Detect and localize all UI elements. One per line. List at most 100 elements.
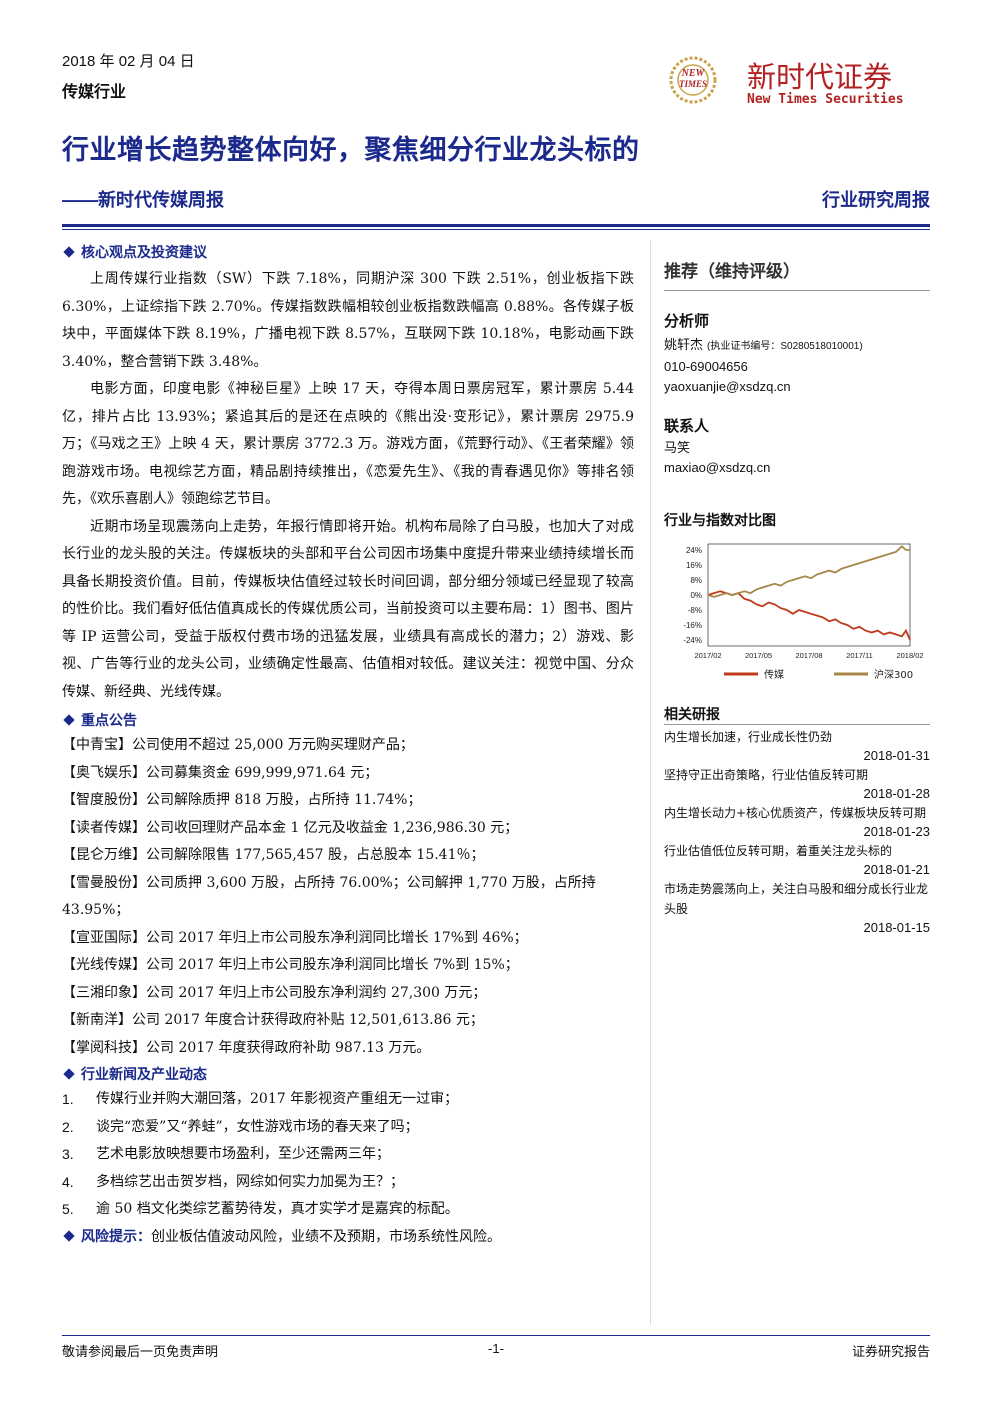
analyst-cert: (执业证书编号：S0280518010001) <box>707 341 863 352</box>
news-item: 3. 艺术电影放映想要市场盈利，至少还需两三年； <box>62 1141 634 1169</box>
research-label: 相关研报 <box>664 706 720 722</box>
x-tick-label: 2017/11 <box>846 651 873 660</box>
svg-text:NEW: NEW <box>681 68 706 79</box>
plot-frame <box>707 543 911 647</box>
series-line-传媒 <box>707 590 911 641</box>
research-list: 内生增长加速，行业成长性仍劲 2018-01-31 坚持守正出奇策略，行业估值反… <box>664 727 930 937</box>
research-date: 2018-01-21 <box>863 862 931 877</box>
news-text: 艺术电影放映想要市场盈利，至少还需两三年； <box>96 1146 390 1162</box>
contact-email[interactable]: maxiao@xsdzq.cn <box>664 460 771 475</box>
news-number: 3. <box>62 1146 74 1162</box>
rating-label: 推荐（维持评级） <box>664 262 800 282</box>
y-tick-label: 24% <box>686 546 702 555</box>
news-number: 4. <box>62 1173 74 1190</box>
news-text: 谈完“恋爱”又“养蛙”，女性游戏市场的春天来了吗； <box>96 1118 419 1135</box>
chart-title: 行业与指数对比图 <box>664 512 776 528</box>
risk-label: 风险提示： <box>81 1228 151 1245</box>
news-item: 4. 多档综艺出击贺岁档，网综如何实力加冕为王？； <box>62 1169 634 1197</box>
y-tick-label: -16% <box>683 621 702 630</box>
announcements-heading: 重点公告 <box>62 710 634 730</box>
research-item[interactable]: 内生增长加速，行业成长性仍劲 2018-01-31 <box>664 727 930 765</box>
report-title: 行业增长趋势整体向好，聚焦细分行业龙头标的 <box>62 135 640 165</box>
chart-y-ticks: 24% 16% 8% 0% -8% -16% -24% <box>683 546 702 645</box>
announcement-item: 【宣亚国际】公司 2017 年归上市公司股东净利润同比增长 17%到 46%； <box>62 929 528 946</box>
research-item[interactable]: 坚持守正出奇策略，行业估值反转可期 2018-01-28 <box>664 765 930 803</box>
y-tick-label: -8% <box>688 606 702 615</box>
research-title: 内生增长加速，行业成长性仍劲 <box>664 730 833 744</box>
header-divider <box>62 224 930 227</box>
y-tick-label: -24% <box>683 636 702 645</box>
news-number: 2. <box>62 1118 74 1135</box>
analyst-block: 分析师 姚轩杰 (执业证书编号：S0280518010001) 010-69004… <box>664 310 934 478</box>
core-paragraph-1: 上周传媒行业指数（SW）下跌 7.18%，同期沪深 300 下跌 2.51%，创… <box>62 271 634 370</box>
legend-label: 沪深300 <box>874 668 913 681</box>
chart-grid <box>707 543 911 647</box>
announcement-item: 【读者传媒】公司收回理财产品本金 1 亿元及收益金 1,236,986.30 元… <box>62 819 519 836</box>
news-number: 5. <box>62 1201 74 1217</box>
column-divider <box>650 240 651 1325</box>
contact-name: 马笑 <box>664 440 691 455</box>
sector-label: 传媒行业 <box>62 84 127 101</box>
page-number: -1- <box>488 1341 504 1356</box>
news-text: 逾 50 档文化类综艺蓄势待发，真才实学才是嘉宾的标配。 <box>96 1201 459 1217</box>
legend-label: 传媒 <box>764 669 784 681</box>
announcement-item: 【中青宝】公司使用不超过 25,000 万元购买理财产品； <box>62 737 414 753</box>
news-text: 传媒行业并购大潮回落，2017 年影视资产重组无一过审； <box>96 1091 459 1107</box>
main-column: 核心观点及投资建议 上周传媒行业指数（SW）下跌 7.18%，同期沪深 300 … <box>62 242 634 1251</box>
announcement-item: 【光线传媒】公司 2017 年归上市公司股东净利润同比增长 7%到 15%； <box>62 957 519 973</box>
contact-label: 联系人 <box>664 418 710 435</box>
analyst-label: 分析师 <box>664 313 710 330</box>
research-title: 行业估值低位反转可期，着重关注龙头标的 <box>664 844 893 858</box>
x-tick-label: 2017/08 <box>795 651 822 660</box>
core-paragraph-3: 近期市场呈现震荡向上走势，年报行情即将开始。机构布局除了白马股，也加大了对成长行… <box>62 518 634 700</box>
company-logo: NEW TIMES 新时代证券 New Times Securities <box>667 52 937 112</box>
news-number: 1. <box>62 1091 74 1107</box>
svg-text:TIMES: TIMES <box>679 79 707 89</box>
logo-cn-text: 新时代证券 <box>747 60 893 94</box>
research-date: 2018-01-31 <box>863 748 931 763</box>
announcement-item: 【奥飞娱乐】公司募集资金 699,999,971.64 元； <box>62 764 379 781</box>
y-tick-label: 16% <box>686 561 702 570</box>
core-heading: 核心观点及投资建议 <box>62 242 634 262</box>
chart-legend: 传媒 沪深300 <box>724 668 913 681</box>
footer-disclaimer[interactable]: 敬请参阅最后一页免责声明 <box>62 1344 219 1359</box>
core-heading-text: 核心观点及投资建议 <box>81 245 207 261</box>
risk-warning: 风险提示：创业板估值波动风险，业绩不及预期，市场系统性风险。 <box>62 1224 634 1252</box>
report-date: 2018 年 02 月 04 日 <box>62 53 195 70</box>
research-title: 市场走势震荡向上，关注白马股和细分成长行业龙头股 <box>664 882 929 916</box>
research-date: 2018-01-28 <box>863 786 931 801</box>
analyst-name: 姚轩杰 <box>664 337 704 352</box>
header-divider-thin <box>62 229 930 230</box>
announcement-item: 【昆仑万维】公司解除限售 177,565,457 股，占总股本 15.41％； <box>62 847 485 863</box>
diamond-bullet-icon <box>63 1229 75 1242</box>
announcement-item: 【雪曼股份】公司质押 3,600 万股，占所持 76.00%；公司解押 1,77… <box>62 874 596 919</box>
research-date: 2018-01-15 <box>863 920 931 935</box>
announcements-heading-text: 重点公告 <box>81 713 137 729</box>
x-tick-label: 2018/02 <box>896 651 923 660</box>
research-date: 2018-01-23 <box>863 824 931 839</box>
x-tick-label: 2017/02 <box>694 651 721 660</box>
diamond-bullet-icon <box>63 1068 75 1080</box>
analyst-name-row: 姚轩杰 (执业证书编号：S0280518010001) <box>664 335 934 357</box>
footer-divider <box>62 1335 930 1336</box>
diamond-bullet-icon <box>63 246 75 258</box>
research-title: 坚持守正出奇策略，行业估值反转可期 <box>664 768 869 782</box>
announcement-item: 【掌阅科技】公司 2017 年度获得政府补助 987.13 万元。 <box>62 1039 431 1056</box>
news-heading-text: 行业新闻及产业动态 <box>81 1067 207 1083</box>
core-paragraph-2: 电影方面，印度电影《神秘巨星》上映 17 天，夺得本周日票房冠军，累计票房 5.… <box>62 381 634 507</box>
news-item: 2. 谈完“恋爱”又“养蛙”，女性游戏市场的春天来了吗； <box>62 1114 634 1142</box>
research-item[interactable]: 内生增长动力+核心优质资产，传媒板块反转可期 2018-01-23 <box>664 803 930 841</box>
news-heading: 行业新闻及产业动态 <box>62 1064 634 1084</box>
y-tick-label: 0% <box>690 591 702 600</box>
research-divider <box>664 724 930 725</box>
chart-x-ticks: 2017/02 2017/05 2017/08 2017/11 2018/02 <box>694 651 923 660</box>
news-list: 1. 传媒行业并购大潮回落，2017 年影视资产重组无一过审； 2. 谈完“恋爱”又… <box>62 1086 634 1224</box>
research-item[interactable]: 市场走势震荡向上，关注白马股和细分成长行业龙头股 2018-01-15 <box>664 879 930 937</box>
research-item[interactable]: 行业估值低位反转可期，着重关注龙头标的 2018-01-21 <box>664 841 930 879</box>
announcement-item: 【新南洋】公司 2017 年度合计获得政府补贴 12,501,613.86 元； <box>62 1012 484 1028</box>
analyst-email[interactable]: yaoxuanjie@xsdzq.cn <box>664 379 791 394</box>
news-text: 多档综艺出击贺岁档，网综如何实力加冕为王？； <box>96 1173 404 1190</box>
announcement-item: 【三湘印象】公司 2017 年归上市公司股东净利润约 27,300 万元； <box>62 984 487 1001</box>
announcement-item: 【智度股份】公司解除质押 818 万股，占所持 11.74%； <box>62 792 422 808</box>
index-comparison-chart: 24%16%8%0%-8%-16%-24% 2017/02 2017/05 2017… <box>683 543 924 681</box>
